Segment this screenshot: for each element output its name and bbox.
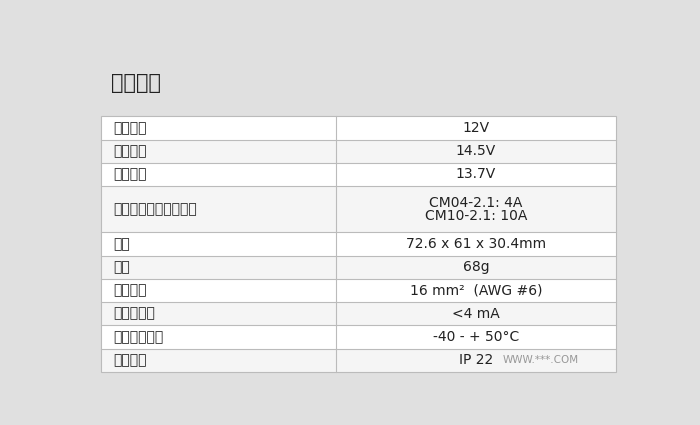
Text: 最大线径: 最大线径 <box>113 283 146 298</box>
Text: CM04-2.1: 4A: CM04-2.1: 4A <box>429 196 523 210</box>
Text: 技术参数: 技术参数 <box>111 73 161 93</box>
Text: 太阳能端最大充电电流: 太阳能端最大充电电流 <box>113 202 197 216</box>
Bar <box>101 325 617 348</box>
Text: 工作温度范围: 工作温度范围 <box>113 330 163 344</box>
Text: 68g: 68g <box>463 260 489 274</box>
Text: IP 22: IP 22 <box>459 353 493 367</box>
Bar <box>101 116 617 372</box>
Text: 重量: 重量 <box>113 260 130 274</box>
Text: 72.6 x 61 x 30.4mm: 72.6 x 61 x 30.4mm <box>406 237 546 251</box>
Text: 防护等级: 防护等级 <box>113 353 146 367</box>
Text: 尺寸: 尺寸 <box>113 237 130 251</box>
Bar <box>101 256 617 279</box>
Text: 14.5V: 14.5V <box>456 144 496 158</box>
Bar <box>101 232 617 256</box>
Text: CM10-2.1: 10A: CM10-2.1: 10A <box>425 209 527 223</box>
Text: 13.7V: 13.7V <box>456 167 496 181</box>
Text: 16 mm²  (AWG #6): 16 mm² (AWG #6) <box>410 283 542 298</box>
Text: -40 - + 50°C: -40 - + 50°C <box>433 330 519 344</box>
Text: 强充电压: 强充电压 <box>113 144 146 158</box>
Bar <box>101 57 617 108</box>
Bar <box>101 348 617 372</box>
Bar <box>101 140 617 163</box>
Text: WWW.***.COM: WWW.***.COM <box>503 355 579 365</box>
Text: <4 mA: <4 mA <box>452 307 500 321</box>
Bar <box>101 163 617 186</box>
Bar <box>101 116 617 140</box>
Text: 额定电压: 额定电压 <box>113 121 146 135</box>
Bar <box>101 279 617 302</box>
Bar <box>101 302 617 325</box>
Bar <box>101 186 617 232</box>
Text: 浮充电压: 浮充电压 <box>113 167 146 181</box>
Text: 自消耗电流: 自消耗电流 <box>113 307 155 321</box>
Text: 12V: 12V <box>463 121 489 135</box>
